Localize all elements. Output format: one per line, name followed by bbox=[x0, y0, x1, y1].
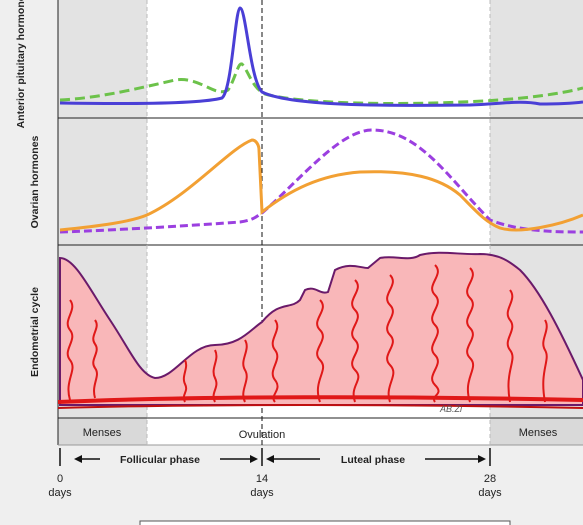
day-tick: 28 bbox=[484, 473, 496, 485]
endometrium bbox=[59, 251, 583, 406]
lh-curve bbox=[59, 6, 583, 107]
basal-vessel bbox=[57, 404, 583, 409]
menses-label: Menses bbox=[83, 427, 122, 439]
panel-label: Anterior pituitary hormones bbox=[15, 0, 27, 128]
panel-label: Endometrial cycle bbox=[29, 287, 41, 377]
arrowheads bbox=[74, 455, 486, 463]
axis bbox=[59, 448, 491, 466]
phase-label: Follicular phase bbox=[120, 454, 200, 466]
progesterone-curve bbox=[59, 128, 583, 234]
signature: AB.Zi bbox=[439, 404, 463, 414]
day-tick: 14 bbox=[256, 473, 268, 485]
fsh-curve bbox=[59, 62, 583, 105]
panel-label: Ovarian hormones bbox=[29, 135, 41, 228]
phase-label: Luteal phase bbox=[341, 454, 405, 466]
menses-label: Menses bbox=[519, 427, 558, 439]
estrogen-curve bbox=[59, 138, 583, 232]
day-unit: days bbox=[250, 487, 274, 499]
day-unit: days bbox=[478, 487, 502, 499]
day-unit: days bbox=[48, 487, 72, 499]
glands bbox=[66, 264, 548, 403]
footer-box bbox=[139, 520, 511, 525]
day-tick: 0 bbox=[57, 473, 63, 485]
basal-vessel bbox=[57, 395, 583, 404]
ovulation-label: Ovulation bbox=[239, 429, 285, 441]
panel-borders bbox=[57, 0, 583, 446]
